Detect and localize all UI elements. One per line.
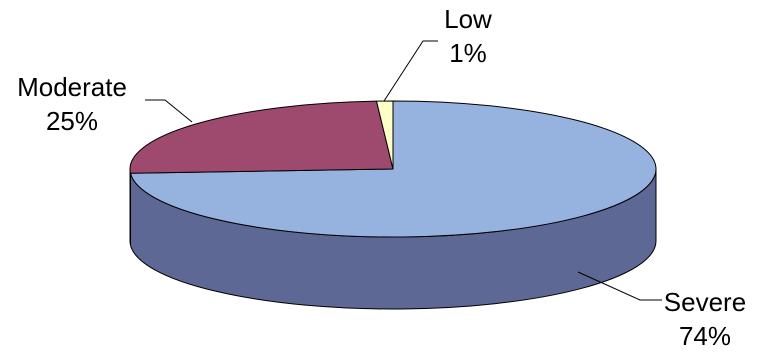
slice-label-severe: Severe	[664, 287, 746, 317]
pie-slice-low	[375, 100, 394, 170]
leader-line-low	[383, 40, 438, 102]
pie-side-moderate	[129, 168, 132, 246]
slice-label-low: Low	[444, 4, 492, 34]
leader-line-severe	[577, 271, 662, 301]
leader-lines	[145, 40, 662, 301]
pie-top-layer	[129, 100, 657, 238]
slice-value-moderate: 25%	[46, 106, 98, 136]
slice-value-severe: 74%	[679, 321, 731, 351]
leader-line-moderate	[145, 99, 193, 123]
slice-label-moderate: Moderate	[17, 72, 127, 102]
slice-value-low: 1%	[449, 38, 487, 68]
pie-slice-moderate	[129, 100, 394, 174]
